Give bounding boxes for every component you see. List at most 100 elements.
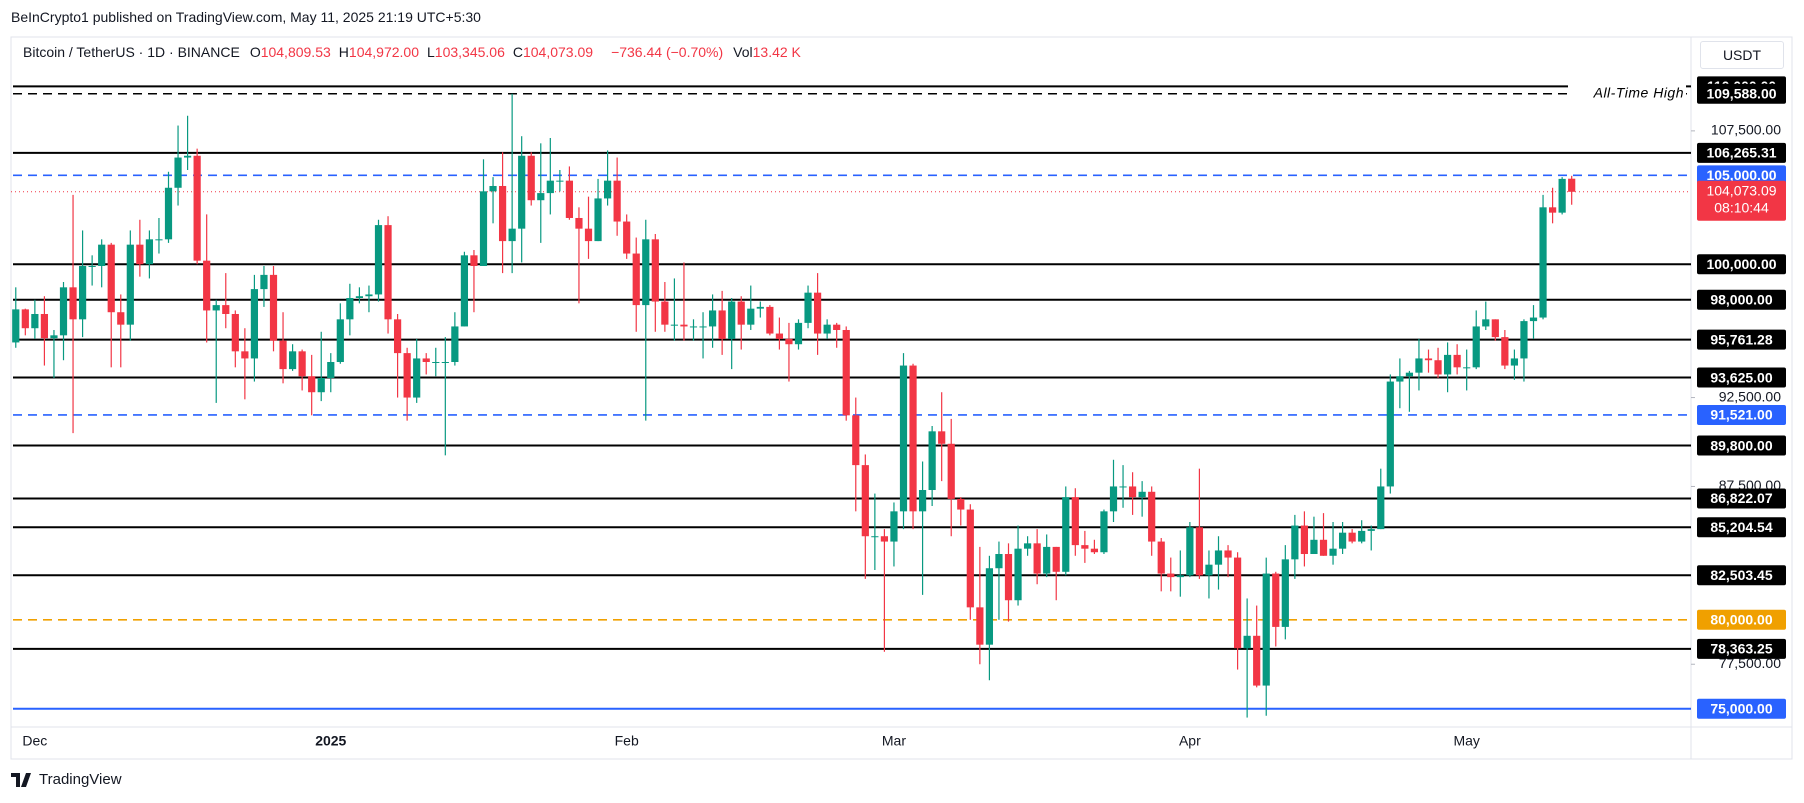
candle-body <box>623 221 631 254</box>
ohlc-key: H <box>338 44 349 60</box>
annotation: All-Time High <box>1593 84 1684 100</box>
level-label: 100,000.00 <box>1706 256 1776 272</box>
candle-body <box>1262 573 1270 686</box>
candle-body <box>422 358 430 362</box>
candle-body <box>1443 354 1452 375</box>
last-price-bg <box>1697 180 1786 221</box>
candle-body <box>1358 530 1366 542</box>
candle-body <box>775 333 784 339</box>
candle-body <box>1062 497 1070 572</box>
level-label: 75,000.00 <box>1710 700 1772 716</box>
chart-frame <box>10 36 1793 760</box>
level-label: 85,204.54 <box>1710 519 1772 535</box>
level-label-bg <box>1697 329 1786 350</box>
level-label-bg <box>1697 517 1786 538</box>
x-tick-label: Feb <box>615 733 639 749</box>
candle-body <box>1148 491 1156 542</box>
candle-body <box>241 351 249 359</box>
candle-body <box>288 351 297 370</box>
candle-body <box>1367 529 1375 531</box>
candle-body <box>155 239 163 241</box>
candle-body <box>40 313 49 339</box>
level-label-bg <box>1697 289 1786 310</box>
candle-body <box>632 253 640 306</box>
candle-body <box>365 294 373 297</box>
candle-body <box>1491 319 1499 338</box>
candle-body <box>1128 486 1137 498</box>
ohlc-key: O <box>249 44 261 60</box>
candle-body <box>460 255 469 327</box>
candle-body <box>909 365 917 512</box>
ohlc-value: 104,809.53 <box>260 44 331 60</box>
candle-body <box>203 260 211 311</box>
change: −736.44 (−0.70%) <box>611 44 724 60</box>
level-label: 82,503.45 <box>1710 567 1772 583</box>
y-tick-label: 77,500.00 <box>1719 655 1781 671</box>
candle-body <box>728 301 736 339</box>
ohlc-legend: O104,809.53 H104,972.00 L103,345.06 C104,07… <box>250 44 601 60</box>
candle-body <box>1396 376 1404 382</box>
ohlc-value: 104,073.09 <box>522 44 594 60</box>
candle-body <box>231 313 239 352</box>
candle-body <box>393 319 402 354</box>
y-tick-label: 107,500.00 <box>1711 122 1781 138</box>
candle-body <box>918 490 927 512</box>
candle-body <box>1195 527 1204 576</box>
candle-body <box>518 155 526 229</box>
candle-body <box>1377 486 1385 530</box>
candle-body <box>603 180 612 199</box>
candle-body <box>594 198 602 242</box>
candle-body <box>995 554 1003 569</box>
candle-body <box>21 309 29 329</box>
candle-body <box>1004 554 1013 601</box>
level-label-bg <box>1697 254 1786 275</box>
candle-body <box>699 326 707 328</box>
ohlc-item: L103,345.06 <box>427 44 505 60</box>
last-price-label: 104,073.09 <box>1706 183 1776 199</box>
candle-body <box>976 607 984 645</box>
candle-body <box>1300 525 1309 555</box>
candle-body <box>1319 539 1328 556</box>
level-label: 109,588.00 <box>1706 85 1776 101</box>
candle-body <box>957 498 965 510</box>
candle-body <box>346 297 354 320</box>
candle-body <box>451 326 459 362</box>
candle-body <box>1539 207 1547 318</box>
candle-body <box>813 292 822 334</box>
candle-body <box>651 239 659 302</box>
candle-body <box>1100 511 1108 553</box>
candle-body <box>613 180 621 222</box>
candle-body <box>1472 326 1480 368</box>
candle-body <box>1253 635 1261 686</box>
volume-label: Vol <box>733 44 753 60</box>
symbol-header: Bitcoin / TetherUS · 1D · BINANCE O104,8… <box>23 44 801 60</box>
candle-body <box>479 191 488 266</box>
candle-body <box>689 326 698 328</box>
candle-body <box>1482 319 1490 327</box>
candle-body <box>584 228 593 242</box>
candle-body <box>661 301 669 325</box>
candle-body <box>1176 575 1184 578</box>
candle-body <box>1548 207 1557 213</box>
candle-body <box>1434 360 1442 375</box>
candle-body <box>1014 548 1022 601</box>
candle-body <box>1090 548 1099 553</box>
symbol[interactable]: Bitcoin / TetherUS · 1D · BINANCE <box>23 44 240 60</box>
candle-body <box>947 443 955 499</box>
brand-logo <box>11 772 31 787</box>
level-label-bg <box>1697 565 1786 586</box>
currency-button[interactable]: USDT <box>1700 41 1784 69</box>
candle-body <box>489 185 497 192</box>
candle-body <box>1214 550 1223 565</box>
candle-body <box>670 324 679 326</box>
candle-body <box>642 239 650 306</box>
ohlc-item: C104,073.09 <box>513 44 593 60</box>
candle-body <box>708 310 717 327</box>
candle-body <box>98 244 106 266</box>
candle-body <box>985 568 994 645</box>
candle-body <box>1329 548 1337 556</box>
candle-body <box>737 301 745 325</box>
publish-info: BeInCrypto1 published on TradingView.com… <box>11 9 481 25</box>
